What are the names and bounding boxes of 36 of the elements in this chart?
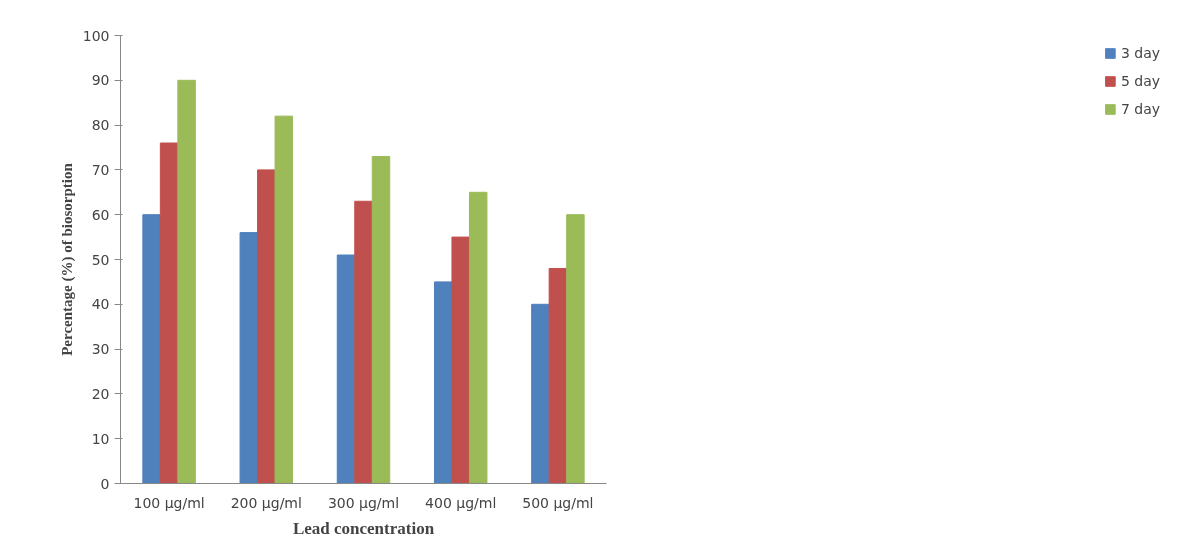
- y-tick-label: 20: [91, 385, 110, 402]
- bar: [371, 155, 391, 484]
- bar: [274, 115, 294, 484]
- bar: [531, 303, 550, 484]
- bar: [177, 79, 196, 484]
- legend-label: 5 day: [1120, 73, 1160, 89]
- bar: [142, 214, 161, 484]
- x-tick-label: 100 µg/ml: [133, 494, 205, 511]
- bar: [433, 281, 453, 484]
- bar: [159, 142, 179, 484]
- legend-label: 7 day: [1120, 101, 1160, 117]
- bar: [451, 236, 470, 484]
- y-tick-label: 80: [91, 117, 110, 134]
- x-tick-label: 200 µg/ml: [230, 494, 302, 511]
- y-tick-label: 30: [91, 341, 110, 358]
- y-tick-label: 100: [82, 27, 110, 44]
- y-tick-label: 0: [100, 475, 110, 492]
- x-tick-label: 500 µg/ml: [522, 494, 594, 511]
- y-axis-title: Percentage (%) of biosorption: [58, 162, 76, 356]
- y-tick-label: 90: [91, 72, 110, 89]
- bar: [336, 254, 356, 484]
- bar: [239, 232, 259, 484]
- bar: [468, 191, 488, 484]
- y-tick-label: 60: [91, 206, 110, 223]
- legend-label: 3 day: [1120, 45, 1160, 61]
- bar: [257, 169, 276, 484]
- bar: [566, 214, 585, 484]
- bar: [548, 267, 568, 484]
- x-tick-label: 400 µg/ml: [425, 494, 497, 511]
- bar: [354, 200, 373, 484]
- y-tick-label: 50: [91, 251, 110, 268]
- y-tick-label: 10: [91, 430, 110, 447]
- y-tick-label: 70: [91, 161, 110, 178]
- x-tick-label: 300 µg/ml: [327, 494, 400, 511]
- y-tick-label: 40: [91, 296, 110, 313]
- x-axis-title: Lead concentration: [292, 518, 435, 538]
